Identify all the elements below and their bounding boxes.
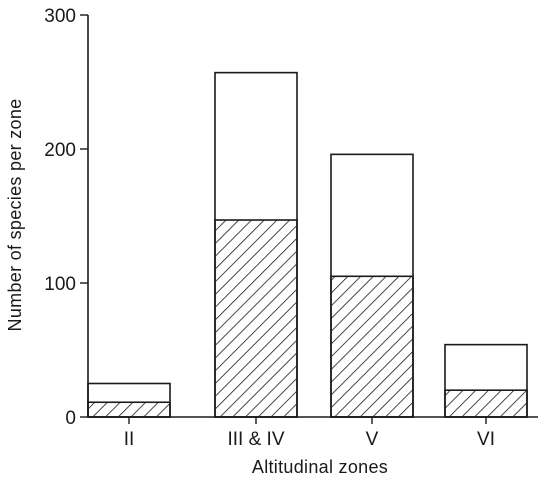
x-ticks-group: II III & IV V VI <box>124 417 495 450</box>
bar-hatched <box>87 401 171 418</box>
x-tick-label: III & IV <box>227 429 284 450</box>
y-tick-label: 0 <box>65 408 76 429</box>
bar-hatched <box>444 389 528 418</box>
x-axis-title: Altitudinal zones <box>252 457 388 477</box>
x-tick-label: V <box>366 429 379 450</box>
axes-group <box>87 15 538 418</box>
y-tick-label: 300 <box>44 6 76 27</box>
bar-hatched <box>330 275 414 418</box>
y-tick-label: 100 <box>44 274 76 295</box>
bar-hatched <box>214 219 298 418</box>
bars-group <box>87 71 528 418</box>
y-ticks-group: 0 100 200 300 <box>44 6 88 429</box>
x-tick-label: II <box>124 429 135 450</box>
y-tick-label: 200 <box>44 140 76 161</box>
x-tick-label: VI <box>477 429 495 450</box>
y-axis-title: Number of species per zone <box>5 99 25 332</box>
